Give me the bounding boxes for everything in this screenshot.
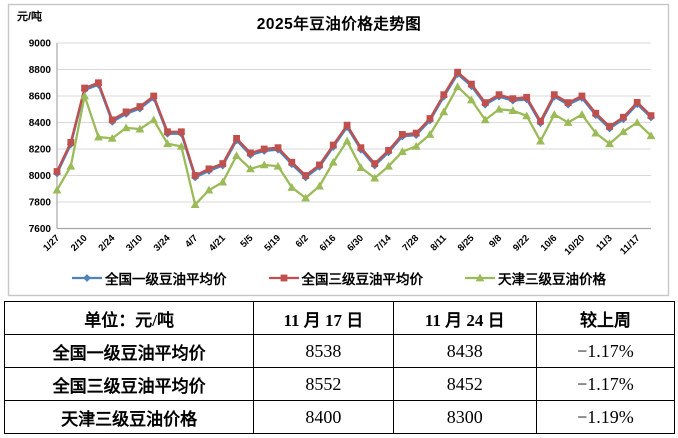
header-unit: 单位：元/吨 (3, 301, 255, 335)
table-row: 全国三级豆油平均价 8552 8452 −1.17% (3, 367, 676, 401)
svg-text:8000: 8000 (29, 171, 52, 182)
svg-text:8200: 8200 (29, 145, 52, 156)
table-row: 天津三级豆油价格 8400 8300 −1.19% (3, 400, 676, 434)
header-nov24: 11 月 24 日 (392, 301, 537, 335)
price-trend-chart: 7600 7800 8000 8200 8400 8600 8800 9000 1/27 2/10… (0, 3, 678, 297)
row-label: 天津三级豆油价格 (3, 400, 255, 434)
series-national-grade3 (53, 68, 655, 179)
chart-title: 2025年豆油价格走势图 (256, 16, 422, 33)
value-nov17: 8538 (253, 334, 394, 368)
svg-text:8400: 8400 (29, 118, 52, 129)
square-marker-icon (268, 272, 299, 284)
legend-item-tianjin-grade3: 天津三级豆油价格 (465, 268, 606, 288)
value-wow: −1.19% (535, 400, 676, 434)
value-nov17: 8400 (253, 400, 394, 434)
table-row: 全国一级豆油平均价 8538 8438 −1.17% (3, 334, 676, 368)
svg-text:7800: 7800 (29, 198, 52, 209)
row-label: 全国一级豆油平均价 (3, 334, 255, 368)
legend-label: 天津三级豆油价格 (498, 272, 606, 287)
triangle-marker-icon (465, 272, 495, 284)
svg-text:9000: 9000 (29, 39, 52, 50)
legend-label: 全国三级豆油平均价 (301, 272, 424, 287)
table-header-row: 单位：元/吨 11 月 17 日 11 月 24 日 较上周 (3, 301, 676, 335)
chart-legend: 全国一级豆油平均价 全国三级豆油平均价 天津三级豆油价格 (0, 268, 678, 288)
series-tianjin-grade3 (52, 82, 656, 209)
diamond-marker-icon (72, 272, 102, 284)
header-wow: 较上周 (535, 301, 676, 335)
value-nov17: 8552 (253, 367, 394, 401)
price-table: 单位：元/吨 11 月 17 日 11 月 24 日 较上周 全国一级豆油平均价… (3, 301, 676, 434)
svg-text:7600: 7600 (29, 224, 52, 235)
chart-border (7, 3, 670, 297)
y-axis-unit-label: 元/吨 (17, 11, 43, 23)
value-wow: −1.17% (535, 367, 676, 401)
value-wow: −1.17% (535, 334, 676, 368)
value-nov24: 8300 (392, 400, 537, 434)
value-nov24: 8452 (392, 367, 537, 401)
value-nov24: 8438 (392, 334, 537, 368)
legend-label: 全国一级豆油平均价 (105, 272, 227, 287)
row-label: 全国三级豆油平均价 (3, 367, 255, 401)
legend-item-national-grade1: 全国一级豆油平均价 (72, 268, 227, 288)
svg-text:8600: 8600 (29, 92, 52, 103)
y-axis-labels: 7600 7800 8000 8200 8400 8600 8800 9000 (29, 39, 52, 236)
legend-item-national-grade3: 全国三级豆油平均价 (268, 268, 424, 288)
svg-text:8800: 8800 (29, 65, 52, 76)
header-nov17: 11 月 17 日 (253, 301, 394, 335)
